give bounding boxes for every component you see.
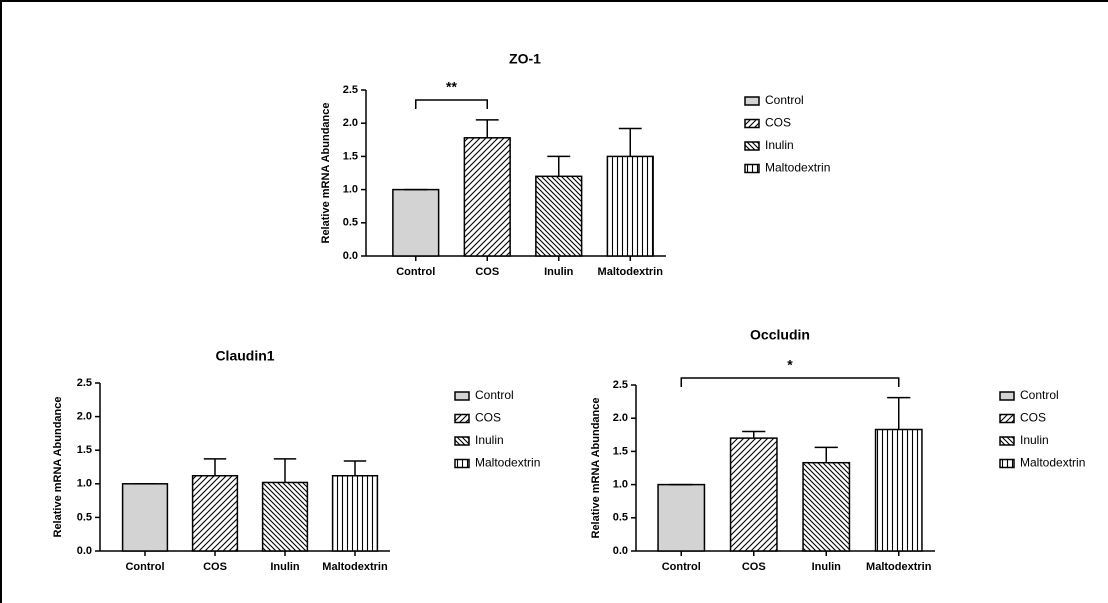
error-bar bbox=[887, 398, 910, 430]
bar bbox=[607, 156, 653, 256]
y-axis-label: Relative mRNA Abundance bbox=[320, 103, 332, 244]
bar bbox=[658, 485, 704, 551]
legend-swatch bbox=[1000, 437, 1014, 445]
y-tick-label: 1.5 bbox=[343, 150, 358, 162]
bar bbox=[123, 484, 168, 551]
figure: ZO-1 Relative mRNA Abundance 0.0 0.5 1.0 1.5 2… bbox=[0, 0, 1108, 603]
x-tick-label: COS bbox=[203, 561, 227, 573]
legend-label: Inulin bbox=[1020, 433, 1049, 447]
legend-swatch bbox=[455, 415, 469, 423]
legend-label: Maltodextrin bbox=[765, 161, 830, 175]
y-tick-label: 2.5 bbox=[343, 84, 358, 96]
legend-swatch bbox=[1000, 415, 1014, 423]
y-tick-label: 0.5 bbox=[343, 217, 358, 229]
bar bbox=[193, 476, 238, 551]
error-bar bbox=[274, 459, 296, 483]
y-tick-label: 2.0 bbox=[613, 412, 628, 424]
legend-swatch bbox=[745, 142, 759, 150]
legend-label: Inulin bbox=[475, 433, 504, 447]
y-axis-label: Relative mRNA Abundance bbox=[590, 398, 602, 539]
y-tick-label: 0.0 bbox=[77, 545, 92, 557]
error-bar bbox=[619, 129, 642, 157]
x-tick-label: Inulin bbox=[270, 561, 300, 573]
legend-label: Control bbox=[765, 93, 804, 107]
x-tick-label: Control bbox=[396, 266, 435, 278]
y-tick-label: 0.5 bbox=[613, 512, 628, 524]
legend-label: COS bbox=[765, 116, 791, 130]
error-bar bbox=[815, 447, 838, 462]
y-tick-label: 2.5 bbox=[613, 379, 628, 391]
y-tick-label: 1.0 bbox=[343, 184, 358, 196]
x-tick-label: Maltodextrin bbox=[598, 266, 664, 278]
x-tick-label: Control bbox=[662, 561, 701, 573]
legend-swatch bbox=[745, 97, 759, 105]
error-bar bbox=[547, 156, 570, 176]
x-tick-label: COS bbox=[742, 561, 766, 573]
y-tick-label: 0.0 bbox=[343, 250, 358, 262]
legend-swatch bbox=[1000, 392, 1014, 400]
legend-swatch bbox=[745, 120, 759, 128]
chart-title: ZO-1 bbox=[509, 51, 541, 67]
bar bbox=[263, 482, 308, 551]
legend-label: Maltodextrin bbox=[475, 456, 540, 470]
chart-title: Claudin1 bbox=[215, 348, 274, 364]
significance-bracket bbox=[416, 100, 488, 109]
bar bbox=[333, 476, 378, 551]
legend-swatch bbox=[455, 392, 469, 400]
legend-swatch bbox=[1000, 460, 1014, 468]
x-tick-label: COS bbox=[475, 266, 499, 278]
y-tick-label: 1.5 bbox=[77, 444, 92, 456]
y-tick-label: 2.5 bbox=[77, 377, 92, 389]
bar bbox=[803, 463, 849, 551]
legend-label: Maltodextrin bbox=[1020, 456, 1085, 470]
significance-bracket bbox=[681, 378, 899, 387]
x-tick-label: Inulin bbox=[544, 266, 574, 278]
legend-label: COS bbox=[1020, 411, 1046, 425]
y-tick-label: 1.0 bbox=[77, 478, 92, 490]
bar bbox=[731, 438, 777, 551]
x-tick-label: Maltodextrin bbox=[866, 561, 932, 573]
bar bbox=[464, 138, 510, 256]
y-tick-label: 0.5 bbox=[77, 511, 92, 523]
bar bbox=[536, 176, 582, 256]
error-bar bbox=[476, 120, 499, 138]
x-tick-label: Maltodextrin bbox=[322, 561, 388, 573]
legend-swatch bbox=[455, 460, 469, 468]
chart-title: Occludin bbox=[750, 327, 810, 343]
legend-label: Control bbox=[1020, 388, 1059, 402]
error-bar bbox=[742, 431, 765, 438]
error-bar bbox=[344, 461, 366, 476]
significance-label: * bbox=[787, 357, 793, 373]
legend-swatch bbox=[455, 437, 469, 445]
y-tick-label: 1.0 bbox=[613, 479, 628, 491]
legend-label: COS bbox=[475, 411, 501, 425]
y-axis-label: Relative mRNA Abundance bbox=[52, 397, 64, 538]
significance-label: ** bbox=[446, 79, 457, 95]
y-tick-label: 1.5 bbox=[613, 445, 628, 457]
y-tick-label: 0.0 bbox=[613, 545, 628, 557]
x-tick-label: Inulin bbox=[812, 561, 842, 573]
legend-label: Control bbox=[475, 388, 514, 402]
x-tick-label: Control bbox=[125, 561, 164, 573]
error-bar bbox=[204, 459, 226, 476]
legend-swatch bbox=[745, 165, 759, 173]
y-tick-label: 2.0 bbox=[77, 411, 92, 423]
y-tick-label: 2.0 bbox=[343, 117, 358, 129]
bar bbox=[876, 429, 922, 551]
bar bbox=[393, 190, 439, 256]
legend-label: Inulin bbox=[765, 138, 794, 152]
